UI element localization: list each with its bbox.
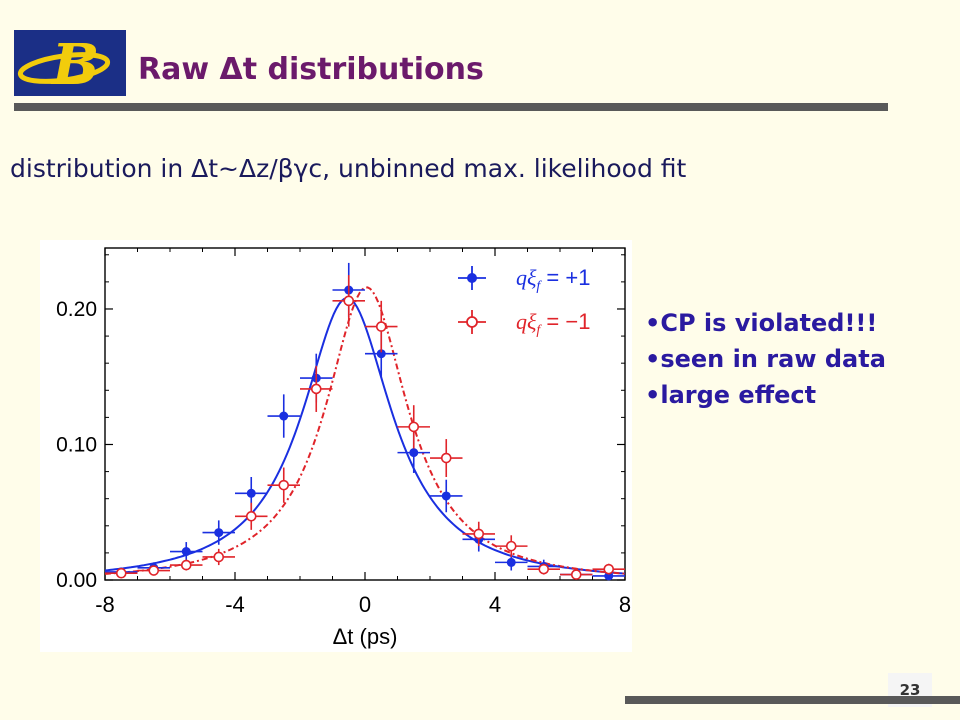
marker-filled	[246, 488, 256, 498]
x-tick-label: 4	[489, 592, 501, 617]
logo-letter: B	[50, 32, 99, 96]
legend-entry: qξf = −1	[458, 309, 590, 338]
marker-open	[473, 528, 485, 540]
marker-filled	[506, 557, 516, 567]
chart-background	[40, 240, 632, 652]
slide-subtitle: distribution in Δt~Δz/βγc, unbinned max.…	[10, 154, 687, 183]
data-point	[202, 548, 235, 566]
marker-open	[603, 563, 615, 575]
data-point	[495, 535, 528, 557]
marker-open	[213, 551, 225, 563]
marker-open	[148, 565, 160, 576]
marker-open	[180, 559, 192, 571]
marker-open	[408, 421, 420, 433]
data-point	[462, 521, 495, 547]
marker-filled	[441, 491, 451, 501]
fit-curve	[104, 297, 626, 575]
data-point	[527, 563, 560, 575]
bullet-item: •seen in raw data	[645, 345, 886, 373]
legend-label: qξf = +1	[516, 265, 590, 294]
data-point	[592, 563, 625, 575]
marker-open	[440, 452, 452, 464]
marker-open	[115, 567, 127, 579]
data-point	[300, 365, 333, 412]
x-tick-label: 0	[359, 592, 371, 617]
data-point	[170, 559, 203, 571]
bullet-list: •CP is violated!!! •seen in raw data •la…	[645, 305, 886, 413]
legend-label: qξf = −1	[516, 309, 590, 338]
legend-marker	[466, 316, 478, 328]
y-tick-label: 0.20	[56, 298, 97, 321]
fit-curve	[104, 286, 626, 575]
marker-open	[343, 295, 355, 307]
data-point	[560, 569, 593, 580]
data-point	[430, 439, 463, 478]
logo-b-icon: B	[14, 30, 126, 98]
title-divider	[14, 103, 888, 111]
marker-filled	[181, 547, 191, 557]
data-point	[170, 542, 203, 562]
x-tick-label: 8	[619, 592, 631, 617]
x-tick-label: -8	[95, 592, 115, 617]
data-point	[430, 479, 463, 513]
delta-t-chart: -8 -4 0 4 8 0.00 0.10 0.20 Δt (ps) qξf = +1 qξf =…	[40, 240, 632, 652]
x-tick-label: -4	[225, 592, 245, 617]
data-point	[105, 567, 138, 579]
footer-divider	[625, 696, 960, 704]
marker-open	[278, 479, 290, 491]
marker-filled	[376, 349, 386, 359]
marker-filled	[409, 448, 419, 458]
chart-svg: -8 -4 0 4 8 0.00 0.10 0.20 Δt (ps) qξf = +1 qξf =…	[40, 240, 632, 652]
data-point	[267, 394, 300, 438]
b-factory-logo: B	[14, 30, 126, 98]
data-point	[397, 405, 430, 449]
data-point	[235, 502, 268, 530]
marker-open	[570, 569, 582, 580]
slide-title: Raw Δt distributions	[138, 52, 484, 87]
data-point	[365, 300, 398, 353]
marker-open	[505, 540, 517, 552]
y-tick-label: 0.00	[56, 569, 97, 592]
legend-marker	[467, 273, 477, 283]
marker-open	[538, 563, 550, 575]
marker-open	[310, 383, 322, 395]
data-point	[137, 565, 170, 576]
legend-entry: qξf = +1	[458, 265, 590, 294]
data-point	[202, 520, 235, 545]
marker-open	[245, 511, 257, 522]
marker-open	[375, 321, 387, 332]
bullet-item: •large effect	[645, 381, 817, 409]
x-axis-label: Δt (ps)	[333, 624, 398, 649]
bullet-item: •CP is violated!!!	[645, 309, 878, 337]
data-point	[332, 275, 365, 327]
marker-filled	[214, 528, 224, 538]
y-tick-label: 0.10	[56, 433, 97, 456]
data-point	[397, 432, 430, 473]
data-point	[267, 467, 300, 503]
marker-filled	[279, 411, 289, 421]
